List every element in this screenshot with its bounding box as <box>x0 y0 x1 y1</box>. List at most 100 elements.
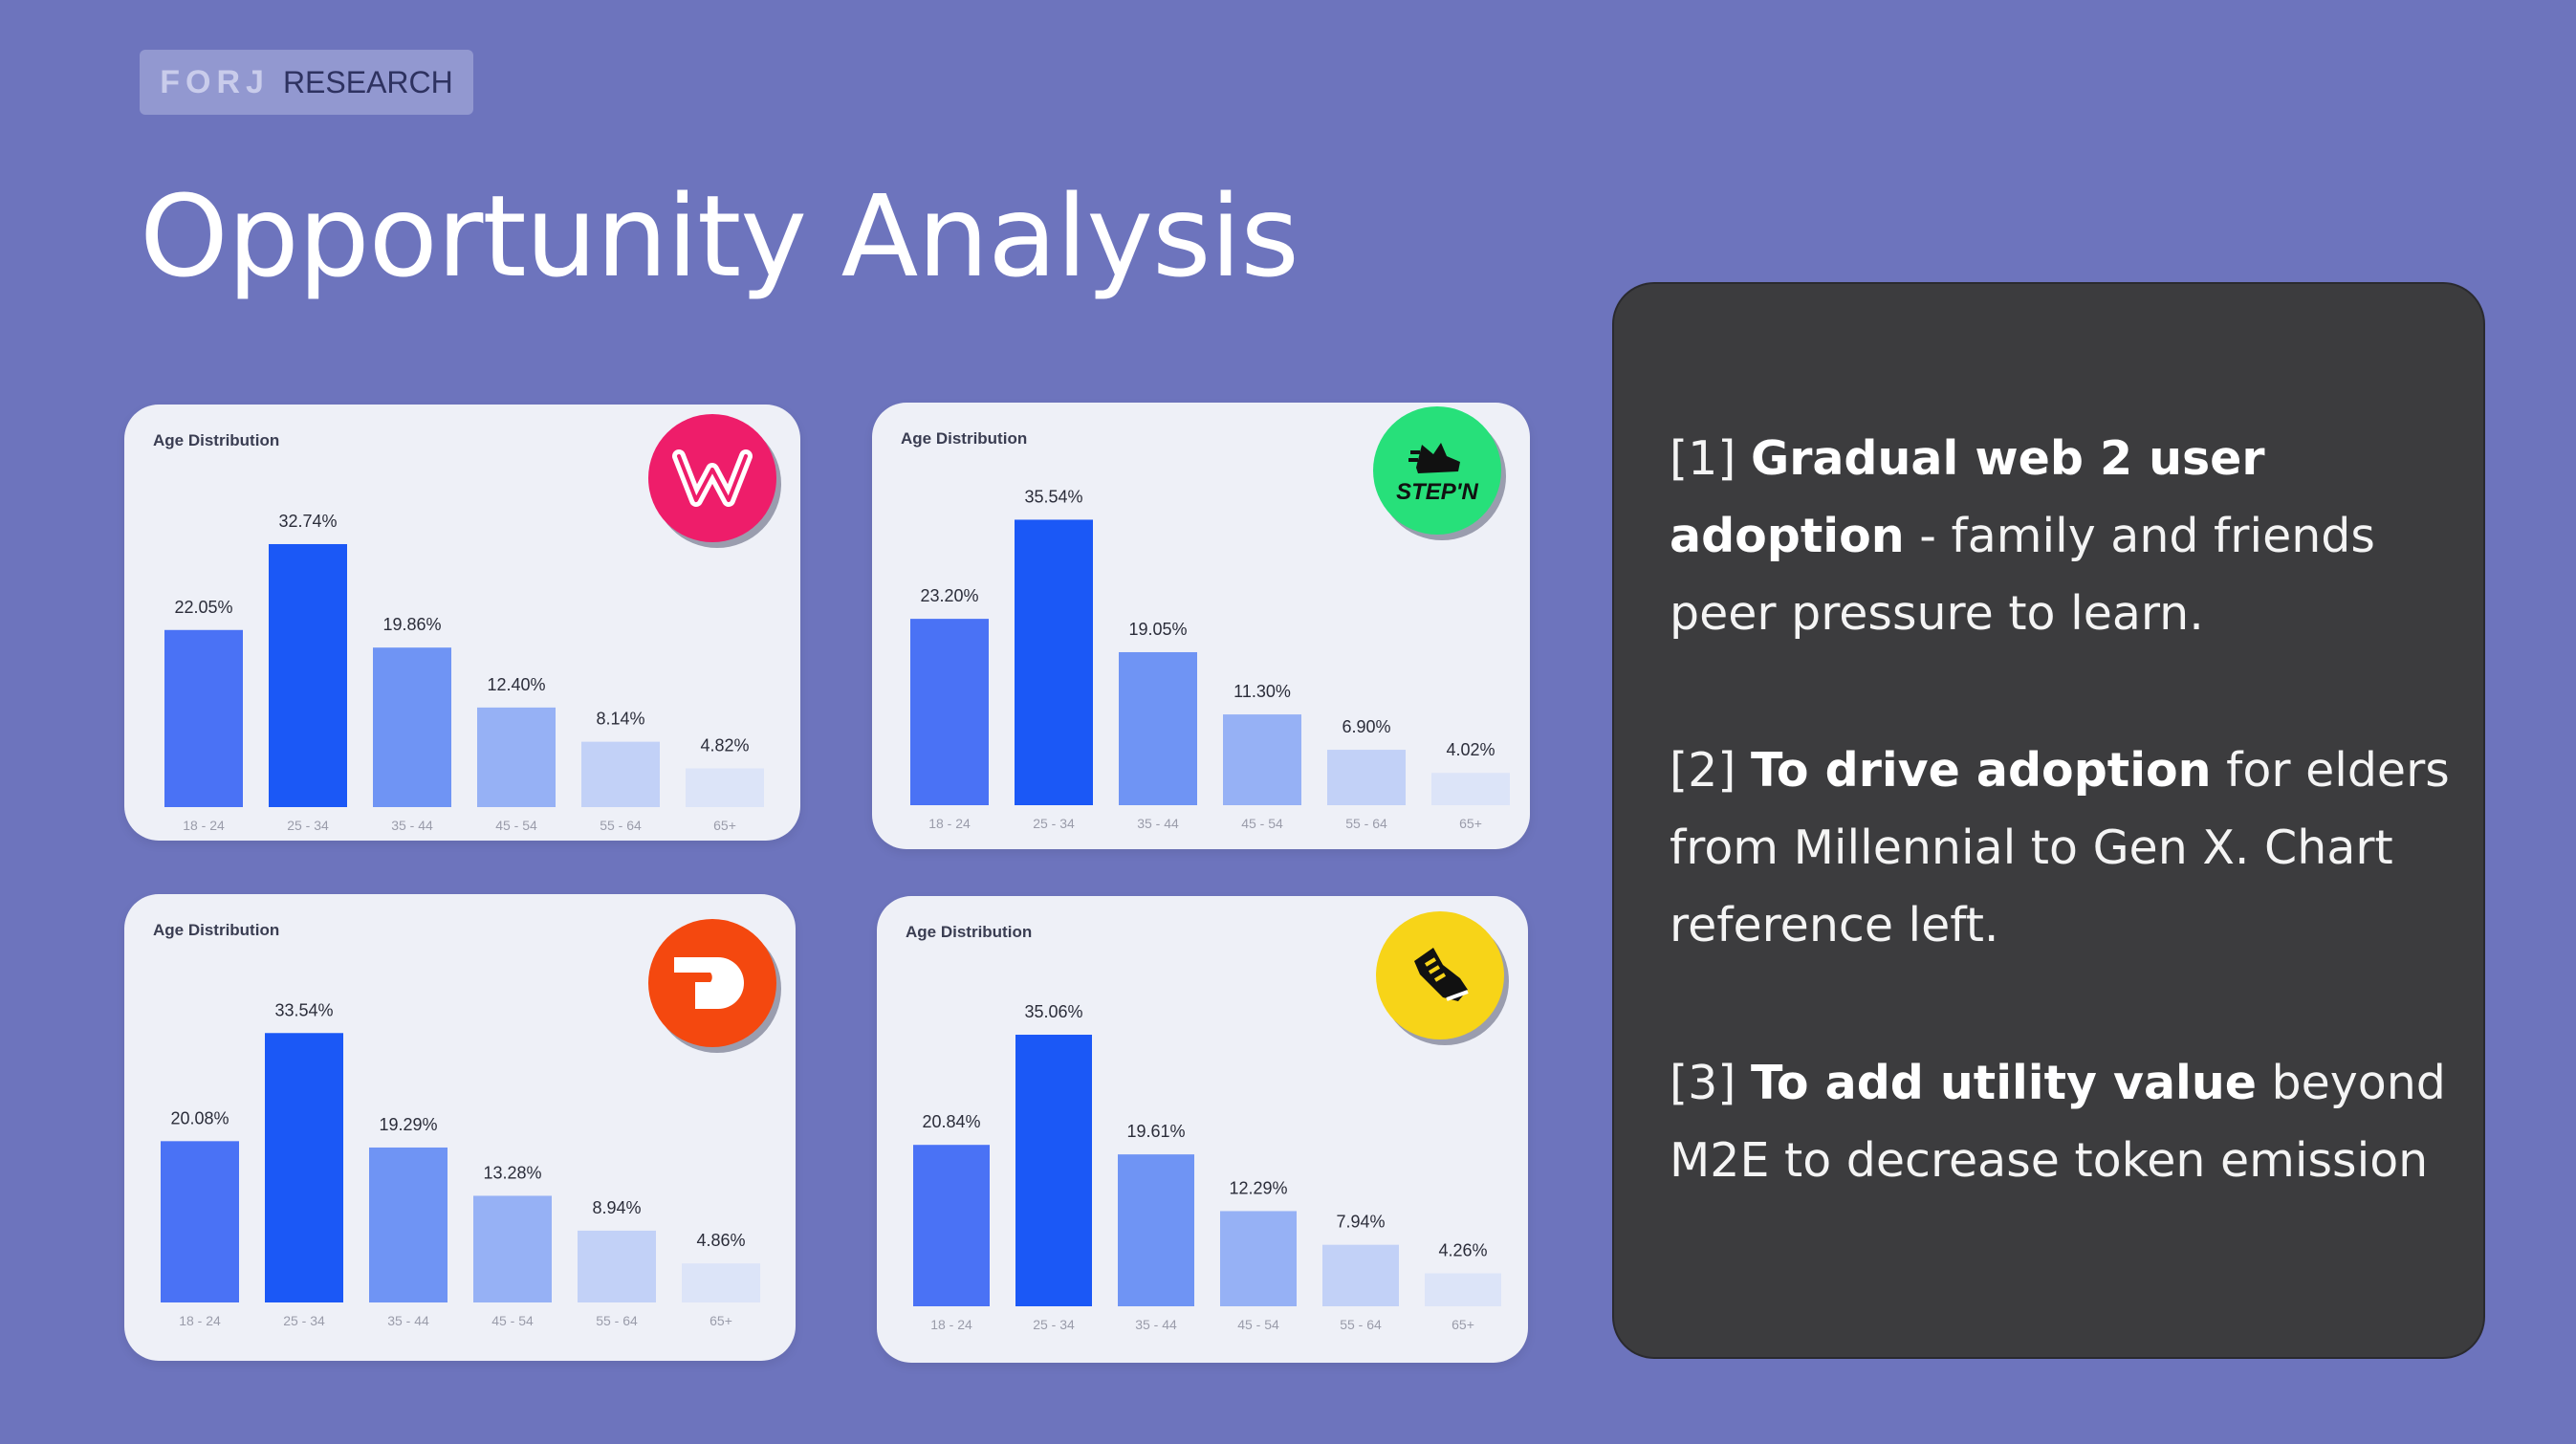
point-number: [3] <box>1670 1056 1751 1110</box>
category-tick-label: 18 - 24 <box>928 816 971 831</box>
point-text: - family and friends peer pressure to le… <box>1670 509 2375 641</box>
category-tick-label: 45 - 54 <box>1241 816 1283 831</box>
bar-65plus <box>1431 773 1510 805</box>
orange-d-logo-icon <box>648 919 776 1047</box>
point-number: [2] <box>1670 743 1751 798</box>
bar-value-label: 7.94% <box>1336 1213 1385 1232</box>
category-tick-label: 18 - 24 <box>930 1317 972 1332</box>
category-tick-label: 35 - 44 <box>387 1313 429 1328</box>
point-emphasis: Gradual web 2 user adoption <box>1670 431 2265 563</box>
age-chart-card-1: Age Distribution 22.05% 18 - 24 32.74% 25 -… <box>124 405 800 841</box>
page-title: Opportunity Analysis <box>140 170 1299 302</box>
chart-label: Age Distribution <box>153 431 280 449</box>
bar-value-label: 19.05% <box>1128 620 1187 639</box>
bar-chart-2: 23.20% 18 - 24 35.54% 25 - 34 19.05% 35 - 44 1… <box>910 487 1510 831</box>
brand-name: RESEARCH <box>282 64 453 99</box>
bar-18-24 <box>913 1145 990 1306</box>
yellow-sneaker-logo-icon <box>1376 911 1504 1039</box>
bar-35-44 <box>373 647 451 807</box>
category-tick-label: 18 - 24 <box>183 818 225 833</box>
bar-18-24 <box>164 629 243 807</box>
bar-chart-1: 22.05% 18 - 24 32.74% 25 - 34 19.86% 35 - 44 1… <box>164 512 764 833</box>
bar-25-34 <box>269 543 347 807</box>
point-text: for elders from Millennial to Gen X. Cha… <box>1670 743 2450 952</box>
category-tick-label: 65+ <box>1459 816 1482 831</box>
bar-25-34 <box>1015 1035 1092 1306</box>
category-tick-label: 45 - 54 <box>495 818 537 833</box>
category-tick-label: 65+ <box>709 1313 732 1328</box>
bar-65plus <box>686 768 764 807</box>
bar-18-24 <box>161 1141 239 1302</box>
category-tick-label: 55 - 64 <box>600 818 642 833</box>
bar-55-64 <box>578 1230 656 1302</box>
category-tick-label: 25 - 34 <box>1033 816 1075 831</box>
bar-value-label: 23.20% <box>920 586 978 605</box>
category-tick-label: 65+ <box>1452 1317 1474 1332</box>
bar-45-54 <box>1223 714 1301 805</box>
bar-value-label: 32.74% <box>278 512 337 531</box>
bar-65plus <box>682 1263 760 1302</box>
bar-value-label: 19.86% <box>382 615 441 634</box>
age-chart-card-3: Age Distribution 20.08% 18 - 24 33.54% 25 -… <box>124 894 796 1361</box>
bar-value-label: 20.84% <box>922 1112 980 1131</box>
category-tick-label: 35 - 44 <box>391 818 433 833</box>
bar-value-label: 22.05% <box>174 598 232 617</box>
bar-55-64 <box>1327 750 1406 805</box>
point-emphasis: To drive adoption <box>1750 743 2212 798</box>
category-tick-label: 45 - 54 <box>1237 1317 1279 1332</box>
bar-45-54 <box>1220 1211 1297 1306</box>
category-tick-label: 25 - 34 <box>287 818 329 833</box>
bar-value-label: 12.40% <box>487 675 545 694</box>
bar-value-label: 19.29% <box>379 1115 437 1134</box>
bar-55-64 <box>581 741 660 807</box>
bar-value-label: 33.54% <box>274 1000 333 1019</box>
bar-value-label: 4.82% <box>700 736 749 755</box>
bar-value-label: 13.28% <box>483 1163 541 1182</box>
bar-value-label: 8.14% <box>596 710 644 729</box>
bar-value-label: 11.30% <box>1233 682 1291 701</box>
pink-w-logo-icon <box>648 414 776 542</box>
age-chart-card-4: Age Distribution 20.84% 18 - 24 35.06% 25 -… <box>877 896 1528 1363</box>
bar-45-54 <box>473 1195 552 1302</box>
category-tick-label: 35 - 44 <box>1137 816 1179 831</box>
bar-35-44 <box>369 1147 448 1302</box>
insight-point-3: [3] To add utility value beyond M2E to d… <box>1670 1044 2454 1199</box>
category-tick-label: 55 - 64 <box>596 1313 638 1328</box>
stepn-logo-icon: STEP'N <box>1373 406 1501 535</box>
category-tick-label: 65+ <box>713 818 736 833</box>
bar-55-64 <box>1322 1244 1399 1306</box>
chart-label: Age Distribution <box>153 921 280 939</box>
bar-value-label: 35.54% <box>1024 487 1082 506</box>
category-tick-label: 25 - 34 <box>283 1313 325 1328</box>
bar-value-label: 35.06% <box>1024 1002 1082 1021</box>
bar-value-label: 6.90% <box>1342 717 1390 736</box>
bar-25-34 <box>265 1033 343 1302</box>
bar-45-54 <box>477 707 556 807</box>
bar-value-label: 4.26% <box>1438 1240 1487 1259</box>
brand-logo-mark: FORJ <box>160 63 270 100</box>
stepn-logo-text: STEP'N <box>1396 479 1478 505</box>
bar-value-label: 4.02% <box>1446 740 1495 759</box>
chart-label: Age Distribution <box>906 923 1033 941</box>
bar-value-label: 4.86% <box>696 1231 745 1250</box>
category-tick-label: 35 - 44 <box>1135 1317 1177 1332</box>
bar-value-label: 20.08% <box>170 1108 229 1127</box>
category-tick-label: 45 - 54 <box>491 1313 534 1328</box>
insight-point-2: [2] To drive adoption for elders from Mi… <box>1670 732 2454 964</box>
bar-35-44 <box>1119 651 1197 805</box>
bar-25-34 <box>1015 519 1093 805</box>
bar-value-label: 8.94% <box>592 1198 641 1217</box>
bar-35-44 <box>1118 1154 1194 1306</box>
bar-value-label: 19.61% <box>1126 1122 1185 1141</box>
point-emphasis: To add utility value <box>1750 1056 2257 1110</box>
bar-65plus <box>1425 1273 1501 1306</box>
bar-chart-4: 20.84% 18 - 24 35.06% 25 - 34 19.61% 35 - 44 1… <box>913 1002 1501 1332</box>
category-tick-label: 25 - 34 <box>1033 1317 1075 1332</box>
brand-badge: FORJ RESEARCH <box>140 50 473 115</box>
category-tick-label: 55 - 64 <box>1340 1317 1382 1332</box>
point-number: [1] <box>1670 431 1751 486</box>
insight-point-1: [1] Gradual web 2 user adoption - family… <box>1670 420 2454 652</box>
point-text: beyond M2E to decrease token emission <box>1670 1056 2446 1188</box>
chart-label: Age Distribution <box>901 429 1028 448</box>
category-tick-label: 55 - 64 <box>1345 816 1387 831</box>
